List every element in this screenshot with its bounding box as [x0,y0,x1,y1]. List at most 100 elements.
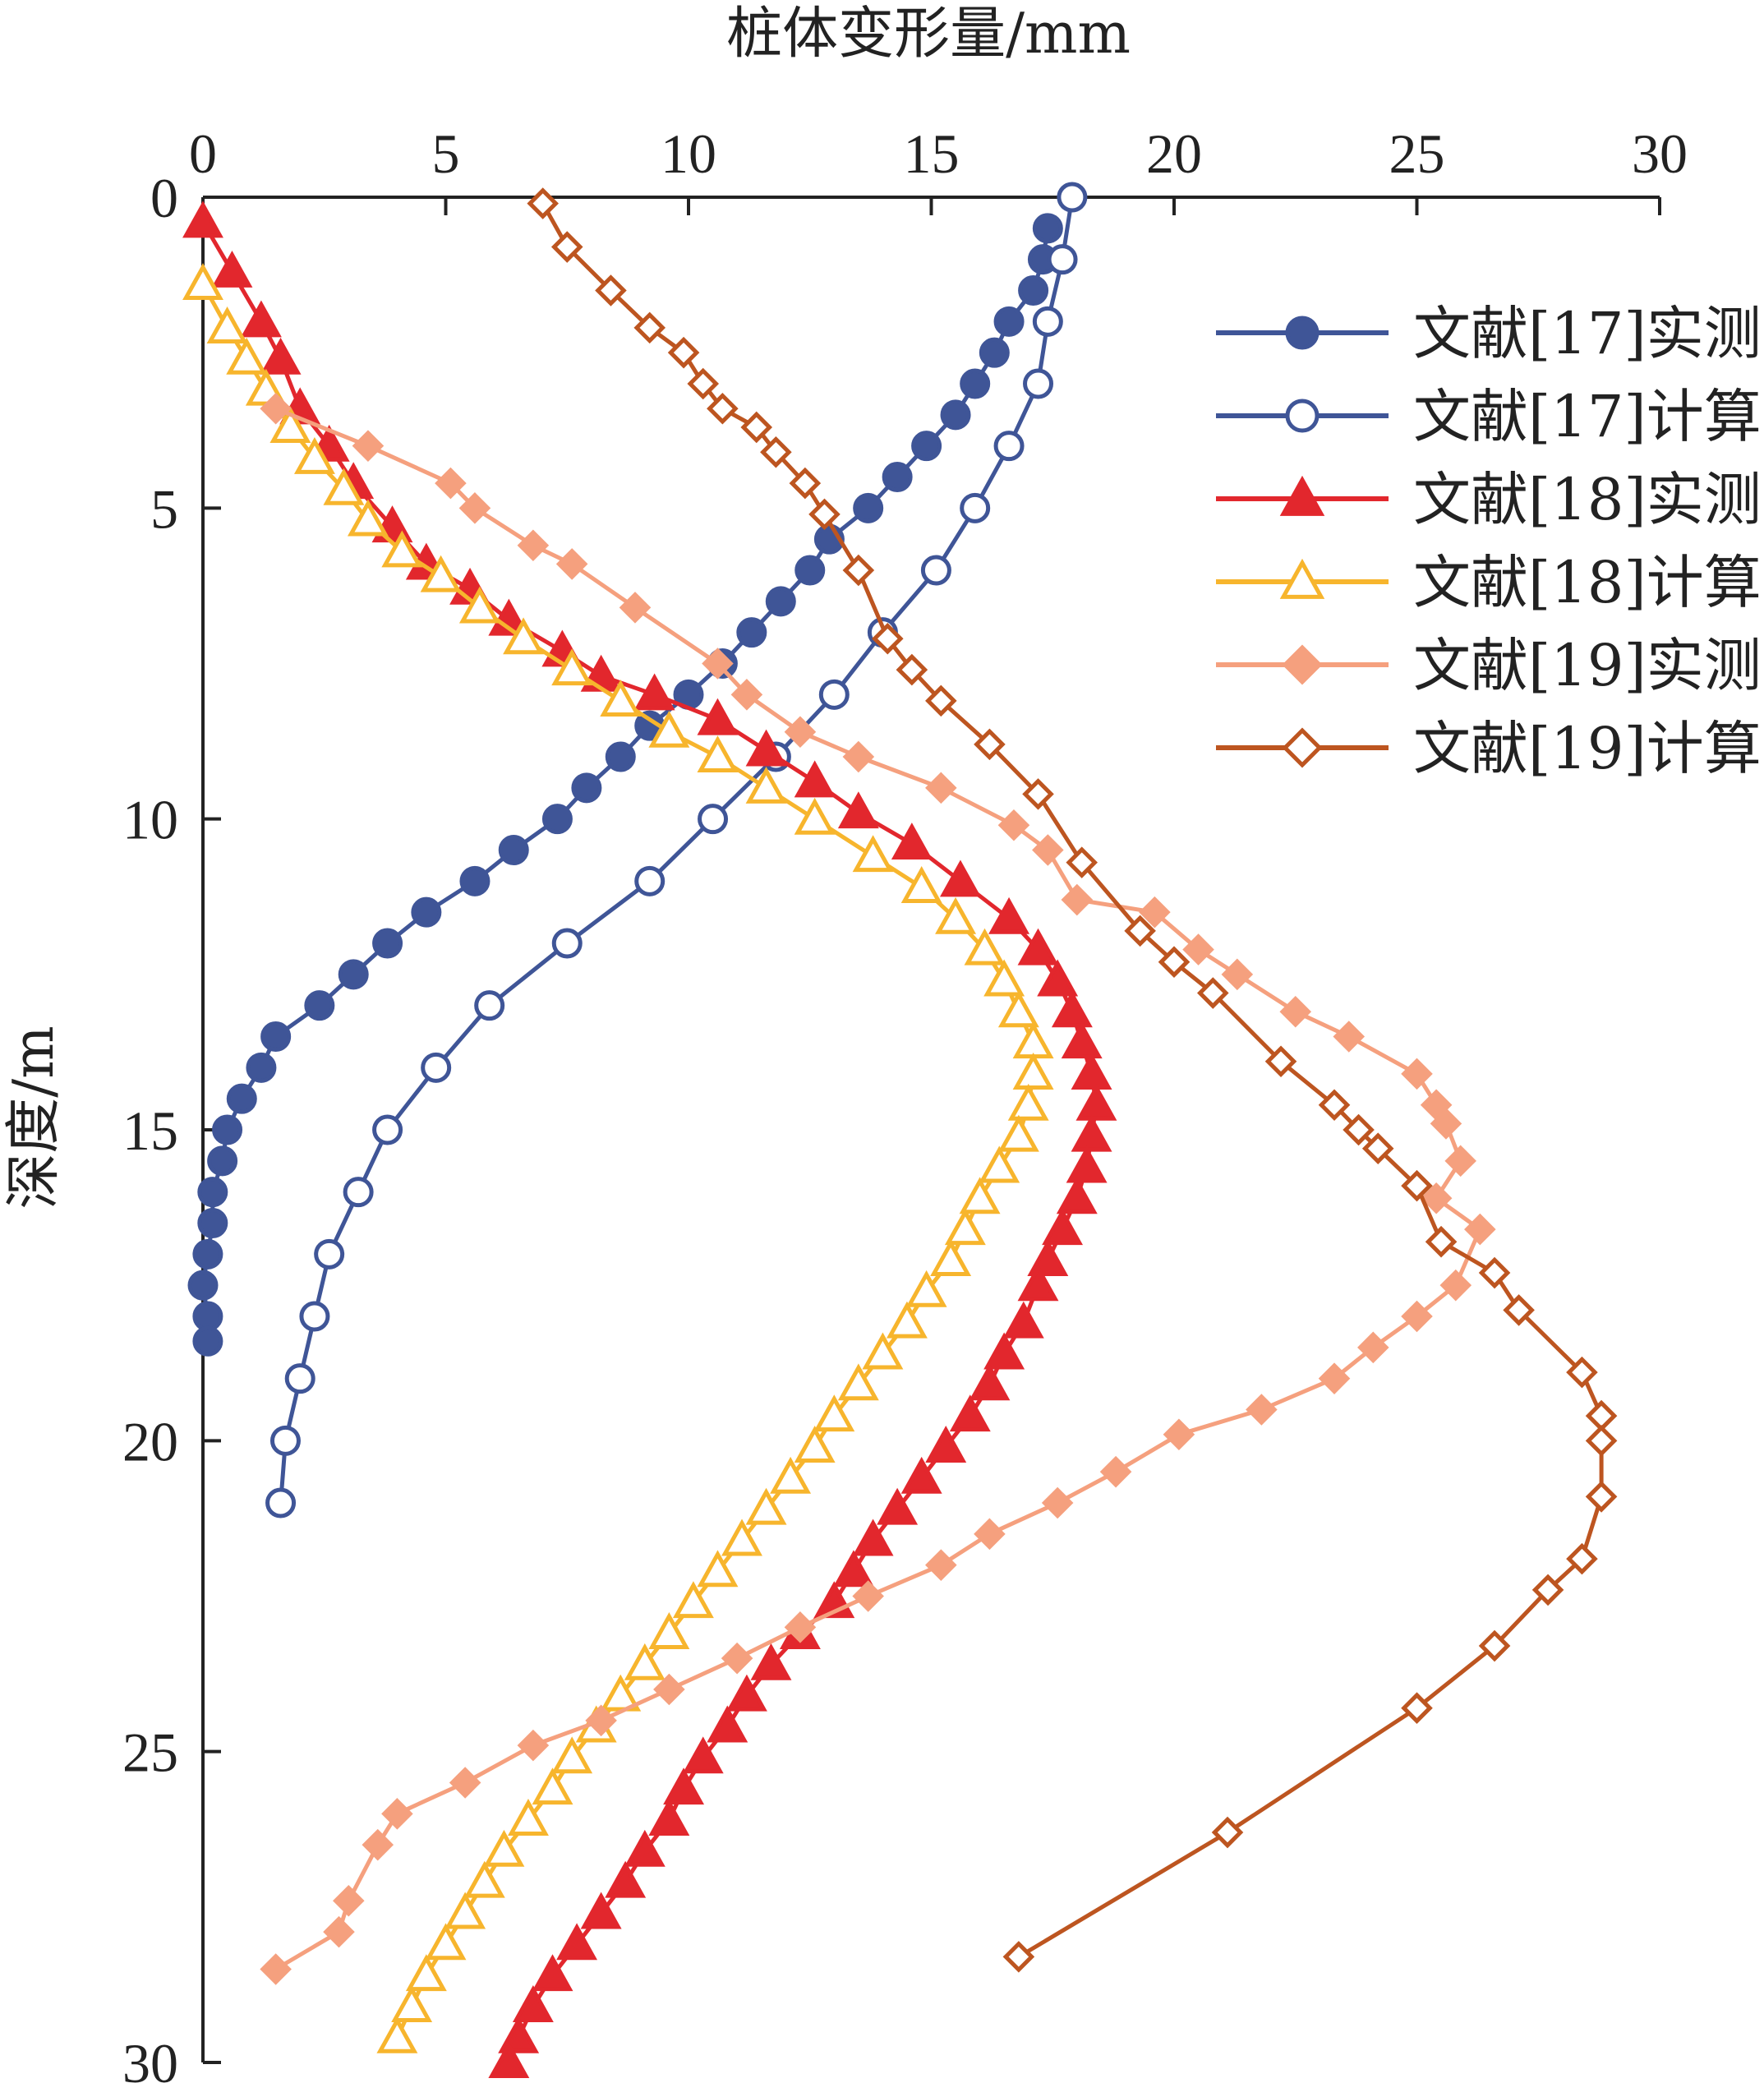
data-point [707,1705,748,1743]
data-point [760,435,792,468]
legend-label: 文献[17]计算 [1413,383,1762,450]
y-tick-label: 0 [150,167,178,229]
data-point [1425,1225,1458,1258]
x-tick-label: 30 [1632,122,1688,185]
data-point [1075,1083,1117,1121]
data-point [1401,1058,1433,1090]
data-point [634,865,666,896]
data-point [293,436,335,474]
data-point [633,311,666,344]
data-point [1211,1816,1244,1849]
data-point [260,1021,292,1052]
data-point [997,1114,1039,1152]
series-2 [265,182,1088,1518]
x-tick-label: 10 [661,122,716,185]
data-point [925,684,957,717]
data-point [925,772,957,804]
data-point [1057,182,1088,213]
data-point [1037,959,1079,997]
data-point [421,1052,452,1083]
data-point [794,760,836,798]
data-point [449,1767,481,1799]
data-point [900,1456,942,1494]
data-point [682,1736,724,1774]
data-point [624,1643,666,1680]
data-point [697,698,739,735]
data-point [1066,846,1098,878]
y-axis-title: 深度/m [2,1025,67,1209]
data-point [1017,928,1059,965]
data-point [770,1456,812,1494]
data-point [600,1674,642,1712]
data-point [974,728,1006,761]
x-axis-title: 桩体变形量/mm [726,2,1131,67]
data-point [1032,306,1063,337]
data-point [891,823,933,859]
data-point [1401,1300,1433,1333]
data-point [648,1612,690,1649]
x-tick-label: 20 [1146,122,1202,185]
data-point [940,399,971,431]
data-point [745,729,787,767]
data-point [405,1954,447,1992]
data-point [745,766,787,804]
data-point [1041,1486,1074,1519]
data-point [944,1208,986,1246]
data-point [197,1208,228,1238]
data-point [707,392,739,425]
data-point [979,1145,1020,1183]
data-point [925,1549,957,1581]
data-point [1007,1083,1049,1121]
data-point [852,835,894,873]
data-point [784,1611,817,1643]
data-point [269,1425,301,1456]
data-point [352,430,385,462]
data-point [488,2041,530,2079]
data-point [624,1829,666,1867]
legend-marker [1279,558,1325,599]
data-point [580,1892,622,1929]
data-point [265,1487,297,1518]
data-point [541,804,573,835]
data-point [605,741,636,772]
data-point [1163,1418,1195,1451]
data-point [619,592,652,624]
data-point [935,896,976,934]
data-point [882,462,913,492]
data-point [512,1985,554,2022]
data-point [192,1325,223,1357]
data-point [211,250,253,288]
data-point [182,263,223,300]
data-point [551,1736,593,1774]
series-line [200,228,1050,1342]
data-point [314,1238,345,1270]
legend-marker [1285,316,1320,350]
data-point [1318,1362,1351,1394]
data-point [381,1798,413,1830]
data-point [1343,1113,1375,1146]
data-point [721,1642,753,1675]
data-point [702,647,734,680]
data-point [1361,1132,1394,1164]
data-point [1279,995,1312,1028]
data-point [765,586,796,617]
x-tick-label: 15 [904,122,960,185]
series-line [279,196,1075,1504]
data-point [1158,946,1191,978]
data-point [458,586,500,624]
data-point [1464,1213,1496,1246]
data-point [993,431,1025,462]
data-point [571,772,602,804]
x-tick-label: 25 [1389,122,1445,185]
data-point [1401,1169,1433,1202]
data-point [852,1580,884,1612]
data-point [663,1767,705,1805]
data-point [1585,1481,1618,1513]
data-point [323,1915,355,1948]
data-point [808,498,841,531]
legend-label: 文献[19]实测 [1413,632,1762,699]
data-point [1566,1356,1598,1389]
data-point [284,1363,315,1394]
x-tick-label: 5 [432,122,460,185]
data-point [192,1238,223,1270]
